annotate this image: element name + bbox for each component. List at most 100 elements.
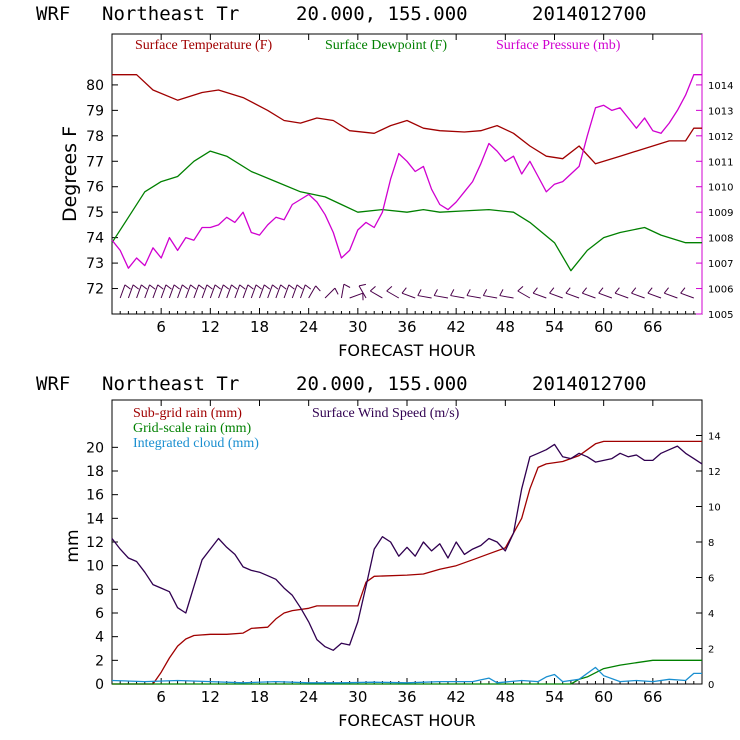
y-tick-label-left: 10 xyxy=(86,559,104,575)
wind-barb xyxy=(450,289,465,299)
series-line xyxy=(111,666,702,684)
y-tick-label-right: 4 xyxy=(708,609,714,620)
x-tick-label: 18 xyxy=(250,688,269,706)
legend-wind-speed: Surface Wind Speed (m/s) xyxy=(312,406,460,421)
y-tick-label-right: 1011 xyxy=(708,157,733,168)
wind-barb xyxy=(349,292,364,301)
precipitation-panel: WRF Northeast Tr 20.000, 155.000 2014012… xyxy=(36,373,721,730)
x-tick-label: 24 xyxy=(299,688,318,706)
wind-barb xyxy=(631,287,645,299)
x-tick-label: 48 xyxy=(496,688,515,706)
panel1-legend: Surface Temperature (F) Surface Dewpoint… xyxy=(135,38,621,53)
y-tick-label-left: 0 xyxy=(95,677,104,693)
wind-barb xyxy=(218,284,230,299)
y-tick-label-left: 16 xyxy=(86,488,104,504)
wind-barb xyxy=(144,284,156,299)
x-tick-label: 60 xyxy=(594,688,613,706)
x-tick-label: 66 xyxy=(643,688,662,706)
wind-barb xyxy=(663,287,678,299)
wind-barb xyxy=(267,284,279,299)
panel2-ylabel: mm xyxy=(63,529,83,562)
wind-barb xyxy=(614,287,629,299)
wind-barb xyxy=(259,284,271,299)
wind-barb xyxy=(647,287,662,299)
y-tick-label-left: 78 xyxy=(86,129,104,145)
wind-barb xyxy=(283,284,295,299)
x-tick-label: 54 xyxy=(545,688,564,706)
wind-barb xyxy=(598,287,613,299)
legend-temperature: Surface Temperature (F) xyxy=(135,38,272,53)
y-tick-label-left: 80 xyxy=(86,78,104,94)
wind-barb xyxy=(358,283,367,299)
x-tick-label: 30 xyxy=(348,318,367,336)
y-tick-label-right: 1006 xyxy=(708,285,733,296)
x-tick-label: 36 xyxy=(397,318,416,336)
wind-barb xyxy=(369,285,383,299)
wind-barb xyxy=(152,284,164,299)
series-line xyxy=(111,443,703,651)
x-tick-label: 36 xyxy=(397,688,416,706)
panel1-series xyxy=(111,74,702,272)
wind-barb xyxy=(193,284,205,299)
wind-barb xyxy=(160,284,172,299)
x-tick-label: 12 xyxy=(201,688,220,706)
header-model: WRF xyxy=(36,373,70,395)
y-tick-label-right: 1009 xyxy=(708,208,733,219)
y-tick-label-left: 8 xyxy=(95,582,104,598)
wind-barb xyxy=(168,284,180,299)
wind-barb xyxy=(532,287,547,299)
x-tick-label: 30 xyxy=(348,688,367,706)
y-tick-label-right: 6 xyxy=(708,574,714,585)
series-line xyxy=(112,440,702,685)
plot-frame xyxy=(111,33,703,315)
panel1-ticks: 6 12 18 24 30 36 42 48 54 60 66 72 73 74 75 76 77 78 79 80 1… xyxy=(86,34,733,336)
y-tick-label-right: 8 xyxy=(708,538,714,549)
wind-barb xyxy=(201,284,213,299)
wind-barb xyxy=(242,284,254,299)
wind-barb xyxy=(499,289,514,299)
legend-gridscale-rain: Grid-scale rain (mm) xyxy=(133,421,252,436)
panel1-header: WRF Northeast Tr 20.000, 155.000 2014012… xyxy=(36,3,646,25)
x-tick-label: 48 xyxy=(496,318,515,336)
y-tick-label-right: 10 xyxy=(708,503,721,514)
y-tick-label-right: 1008 xyxy=(708,234,733,245)
panel1-ylabel: Degrees F xyxy=(59,126,81,222)
y-tick-label-left: 77 xyxy=(86,154,104,170)
temperature-panel: WRF Northeast Tr 20.000, 155.000 2014012… xyxy=(36,3,733,360)
y-tick-label-left: 14 xyxy=(86,511,104,527)
y-tick-label-right: 1005 xyxy=(708,310,733,321)
legend-pressure: Surface Pressure (mb) xyxy=(496,38,621,53)
wind-barb xyxy=(226,284,238,299)
x-tick-label: 60 xyxy=(594,318,613,336)
panel2-legend: Sub-grid rain (mm) Grid-scale rain (mm) … xyxy=(133,406,460,451)
y-tick-label-left: 20 xyxy=(86,440,104,456)
wind-barb xyxy=(565,287,580,299)
wind-barb xyxy=(340,283,351,299)
y-tick-label-left: 72 xyxy=(86,282,104,298)
wind-barb xyxy=(275,284,287,299)
panel2-xlabel: FORECAST HOUR xyxy=(338,711,476,730)
wind-barb xyxy=(680,287,694,299)
panel2-header: WRF Northeast Tr 20.000, 155.000 2014012… xyxy=(36,373,646,395)
series-line xyxy=(111,150,702,272)
wind-barb xyxy=(324,287,339,299)
wind-barb xyxy=(127,284,140,299)
wind-barb xyxy=(185,284,197,299)
wind-barb xyxy=(136,284,148,299)
y-tick-label-left: 18 xyxy=(86,464,104,480)
wind-barb xyxy=(482,289,498,299)
wind-barb xyxy=(234,284,246,299)
wind-barb xyxy=(291,284,303,299)
y-tick-label-left: 75 xyxy=(86,205,104,221)
y-tick-label-right: 1010 xyxy=(708,183,733,194)
y-tick-label-right: 1014 xyxy=(708,81,733,92)
panel2-series xyxy=(111,440,703,685)
y-tick-label-left: 12 xyxy=(86,535,104,551)
wind-barb xyxy=(250,284,262,299)
y-tick-label-left: 2 xyxy=(95,653,104,669)
series-line xyxy=(112,74,702,165)
y-tick-label-left: 76 xyxy=(86,180,104,196)
y-tick-label-left: 79 xyxy=(86,103,104,119)
header-model: WRF xyxy=(36,3,70,25)
